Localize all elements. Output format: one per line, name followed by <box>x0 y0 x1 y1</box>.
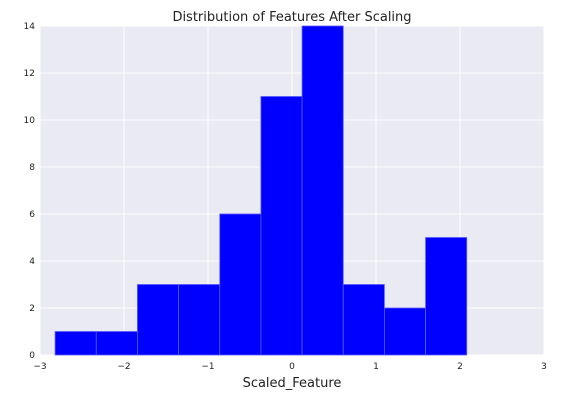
x-tick-label: 3 <box>541 362 547 372</box>
histogram-bar <box>425 237 468 356</box>
histogram-bars <box>54 25 468 356</box>
x-axis-ticks: −3 −2 −1 0 1 2 3 <box>33 362 547 372</box>
histogram-bar <box>342 284 385 356</box>
x-tick-label: −2 <box>117 362 130 372</box>
y-tick-label: 6 <box>29 210 35 220</box>
y-tick-label: 8 <box>29 163 35 173</box>
y-tick-label: 14 <box>24 22 36 32</box>
x-tick-label: −3 <box>33 362 46 372</box>
x-tick-label: 0 <box>289 362 295 372</box>
histogram-bar <box>178 284 221 356</box>
chart-title: Distribution of Features After Scaling <box>172 10 411 25</box>
histogram-bar <box>54 331 97 356</box>
y-tick-label: 10 <box>24 116 36 126</box>
histogram-bar <box>95 331 138 356</box>
x-tick-label: −1 <box>201 362 214 372</box>
x-axis-label: Scaled_Feature <box>243 376 342 391</box>
y-tick-label: 2 <box>29 304 35 314</box>
y-tick-label: 4 <box>29 257 35 267</box>
histogram-bar <box>383 307 426 356</box>
histogram-bar <box>137 284 180 356</box>
histogram-bar <box>219 213 262 356</box>
histogram-bar <box>260 96 303 356</box>
y-tick-label: 0 <box>29 351 35 361</box>
histogram-bar <box>301 25 344 356</box>
x-tick-label: 1 <box>373 362 379 372</box>
y-axis-ticks: 0 2 4 6 8 10 12 14 <box>24 22 36 361</box>
x-tick-label: 2 <box>457 362 463 372</box>
y-tick-label: 12 <box>24 69 35 79</box>
